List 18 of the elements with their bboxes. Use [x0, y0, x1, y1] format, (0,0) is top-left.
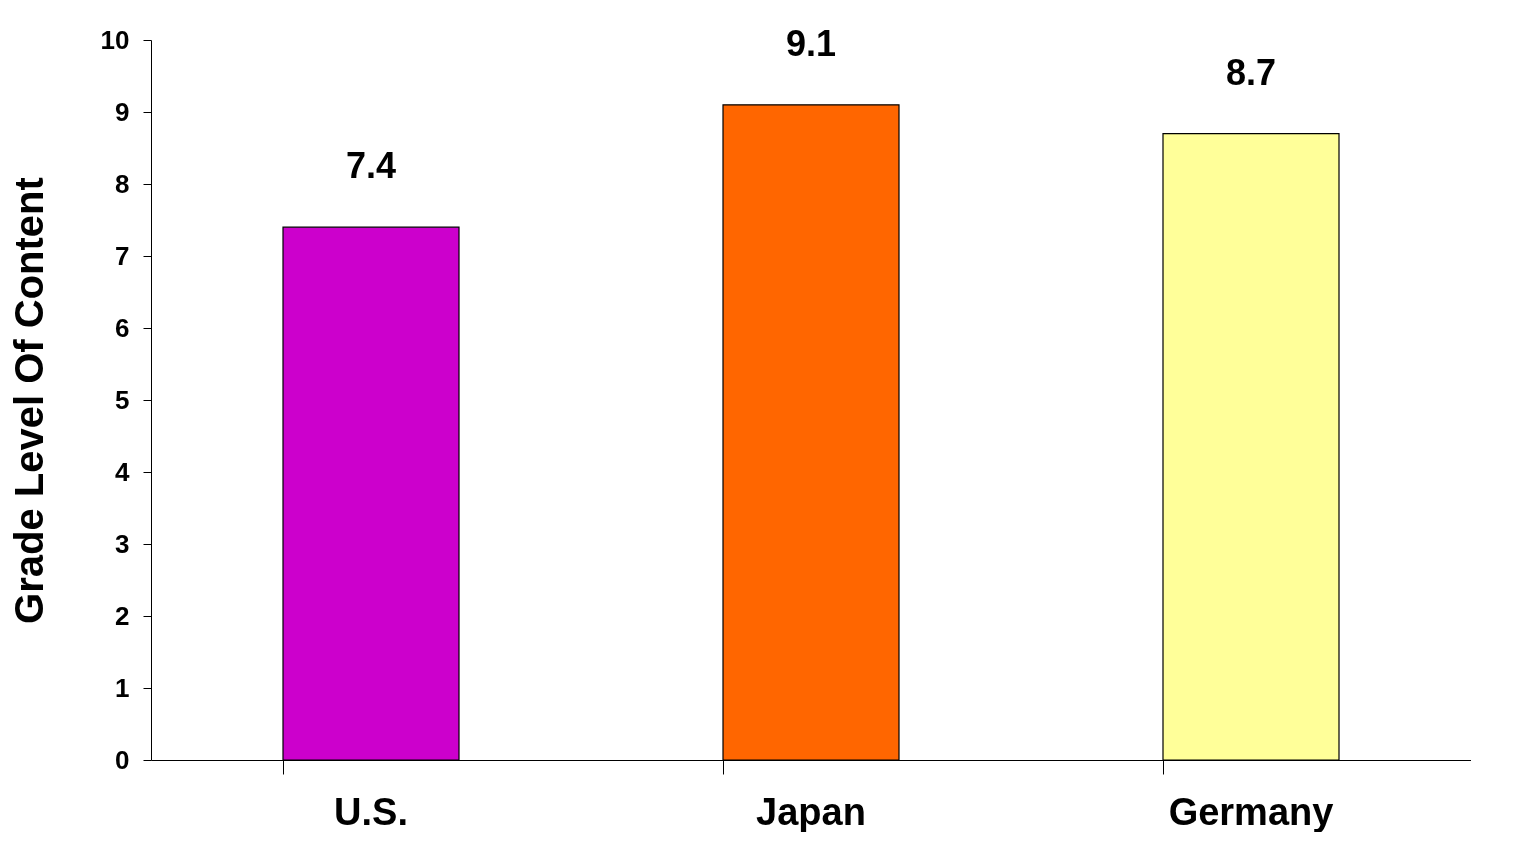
y-tick-label: 7 — [115, 240, 130, 271]
y-tick-label: 4 — [115, 456, 131, 487]
x-tick-label: Germany — [1168, 790, 1334, 833]
x-tick-label: Japan — [756, 790, 866, 833]
data-label: 8.7 — [1225, 51, 1277, 93]
y-tick-label: 1 — [115, 672, 130, 703]
y-tick-label: 3 — [115, 528, 130, 559]
y-tick-label: 8 — [115, 168, 130, 199]
y-axis-title: Grade Level Of Content — [6, 177, 51, 624]
y-tick-label: 2 — [115, 600, 130, 631]
data-label: 9.1 — [785, 22, 837, 64]
y-tick-label: 9 — [115, 96, 130, 127]
y-tick-label: 10 — [100, 24, 130, 55]
y-tick-label: 5 — [115, 384, 130, 415]
y-tick-label: 6 — [115, 312, 130, 343]
data-label: 7.4 — [345, 145, 397, 187]
x-tick-label: U.S. — [334, 790, 408, 833]
y-tick-label: 0 — [115, 744, 130, 775]
